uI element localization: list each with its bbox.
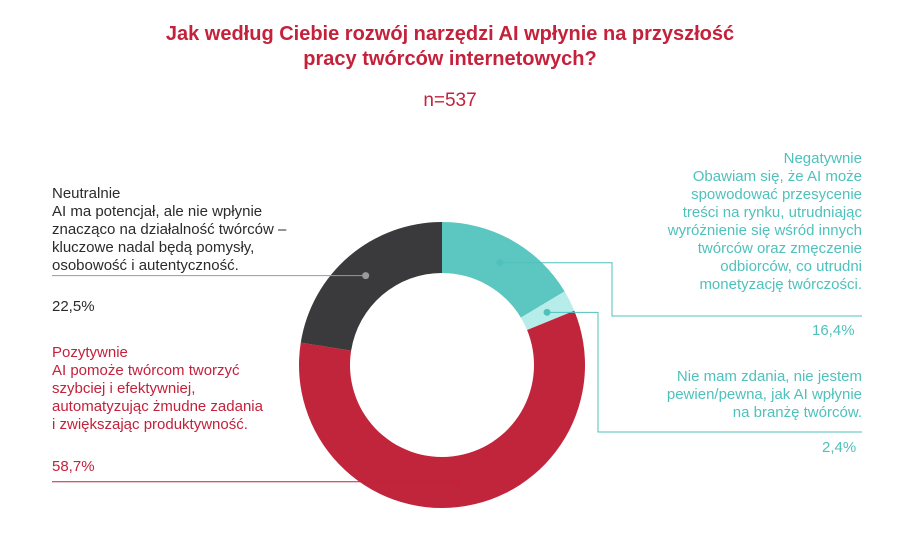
leader-dot-positive [452,478,460,486]
slice-positive [299,310,585,509]
no-opinion-desc-line: pewien/pewna, jak AI wpłynie [666,386,862,403]
positive-label: Pozytywnie AI pomoże twórcom tworzyć szy… [52,344,342,434]
neutral-label: Neutralnie AI ma potencjał, ale nie wpły… [52,185,342,275]
slice-neutral [300,222,442,351]
no-opinion-desc-line: na branżę twórców. [732,404,862,421]
leader-dot-neutral [362,272,370,280]
negative-label: Negatywnie Obawiam się, że AI może spowo… [560,150,862,294]
neutral-name: Neutralnie [52,185,121,202]
negative-desc-line: treści na rynku, utrudniając [682,204,862,221]
leader-dot-negative [496,259,504,267]
chart-title: Jak według Ciebie rozwój narzędzi AI wpł… [0,22,900,72]
positive-desc-line: AI pomoże twórcom tworzyć [52,362,240,379]
leader-line-negative [499,262,862,317]
leader-lines [52,259,862,486]
positive-value-label: 58,7% [52,458,95,475]
leader-line-no-opinion [547,311,862,433]
neutral-desc-line: AI ma potencjał, ale nie wpłynie [52,203,263,220]
no-opinion-value-label: 2,4% [822,439,857,456]
negative-value-label: 16,4% [812,322,855,339]
positive-desc-line: i zwiększając produktywność. [52,416,248,433]
neutral-desc-line: kluczowe nadal będą pomysły, [52,239,255,256]
chart-title-line-2: pracy twórców internetowych? [303,48,597,70]
negative-desc-line: spowodować przesycenie [691,186,862,203]
positive-desc-line: szybciej i efektywniej, [52,380,196,397]
negative-desc-line: odbiorców, co utrudni [720,258,862,275]
neutral-desc-line: osobowość i autentyczność. [52,257,239,274]
negative-desc-line: twórców oraz zmęczenie [697,240,862,257]
no-opinion-desc-line: Nie mam zdania, nie jestem [676,368,862,385]
positive-desc-line: automatyzując żmudne zadania [52,398,263,415]
neutral-value-label: 22,5% [52,298,95,315]
negative-desc-line: monetyzację twórczości. [699,276,862,293]
slice-negative [442,222,565,318]
neutral-desc-line: znacząco na działalność twórców – [52,221,287,238]
no-opinion-label: Nie mam zdania, nie jestem pewien/pewna,… [580,368,862,422]
sample-size: n=537 [423,90,477,111]
negative-name: Negatywnie [783,150,862,167]
negative-desc-line: Obawiam się, że AI może [692,168,862,185]
chart-title-line-1: Jak według Ciebie rozwój narzędzi AI wpł… [165,23,735,45]
positive-name: Pozytywnie [52,344,128,361]
negative-desc-line: wyróżnienie się wśród innych [667,222,862,239]
leader-dot-no-opinion [543,308,551,316]
